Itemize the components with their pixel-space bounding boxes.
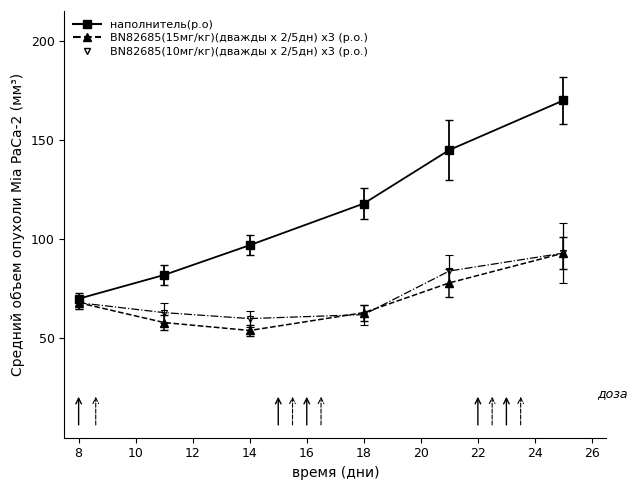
Text: доза: доза [598,387,628,401]
Legend: наполнитель(p.o), BN82685(15мг/кг)(дважды х 2/5дн) х3 (p.o.), BN82685(10мг/кг)(д: наполнитель(p.o), BN82685(15мг/кг)(дважд… [70,17,371,60]
Y-axis label: Средний объем опухоли Mia PaCa-2 (мм³): Средний объем опухоли Mia PaCa-2 (мм³) [11,73,25,376]
X-axis label: время (дни): время (дни) [292,466,379,480]
